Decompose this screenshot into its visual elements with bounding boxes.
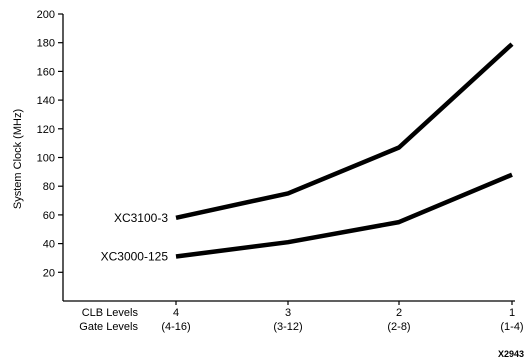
y-tick-label-120: 120 xyxy=(37,124,55,136)
x-tick-label-gate-4: (4-16) xyxy=(161,321,190,333)
series-label-xc3100-3: XC3100-3 xyxy=(114,211,168,225)
y-tick-label-60: 60 xyxy=(43,210,55,222)
series-line-xc3100-3 xyxy=(175,42,514,220)
x-tick-label-gate-1: (1-4) xyxy=(500,321,523,333)
y-tick-label-20: 20 xyxy=(43,267,55,279)
y-tick-label-40: 40 xyxy=(43,239,55,251)
y-tick-label-180: 180 xyxy=(37,38,55,50)
y-tick-label-80: 80 xyxy=(43,181,55,193)
x-tick-label-clb-4: 4 xyxy=(173,307,179,319)
series-layer: XC3100-3 XC3000-125 xyxy=(101,42,514,264)
y-tick-label-100: 100 xyxy=(37,153,55,165)
y-tick-label-140: 140 xyxy=(37,95,55,107)
y-axis: 20 40 60 80 100 120 140 160 180 200 xyxy=(37,9,64,301)
series-line-xc3000-125 xyxy=(175,172,513,259)
gate-levels-label: Gate Levels xyxy=(79,321,138,333)
x-tick-label-gate-2: (2-8) xyxy=(387,321,410,333)
y-tick-label-200: 200 xyxy=(37,9,55,21)
x-tick-label-clb-3: 3 xyxy=(285,307,291,319)
series-label-xc3000-125: XC3000-125 xyxy=(101,250,169,264)
x-tick-label-clb-1: 1 xyxy=(509,307,515,319)
y-axis-title: System Clock (MHz) xyxy=(12,109,24,209)
figure-code: X2943 xyxy=(498,349,524,359)
clb-levels-label: CLB Levels xyxy=(82,307,139,319)
x-axis: 4 (4-16) 3 (3-12) 2 (2-8) 1 (1-4) xyxy=(63,300,524,333)
x-tick-label-clb-2: 2 xyxy=(396,307,402,319)
x-tick-label-gate-3: (3-12) xyxy=(273,321,302,333)
y-tick-label-160: 160 xyxy=(37,66,55,78)
